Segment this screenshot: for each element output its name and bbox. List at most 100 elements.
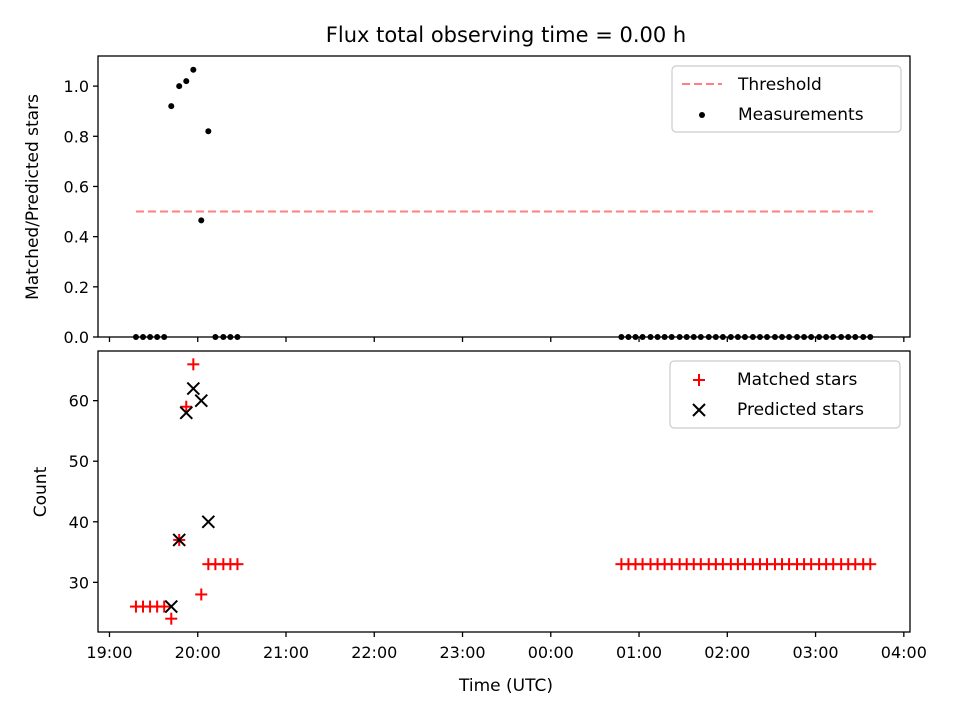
ratio-series	[132, 66, 874, 340]
count-legend: Matched stars Predicted stars	[669, 360, 901, 429]
measurements-point	[712, 334, 719, 340]
measurements-point	[183, 78, 190, 85]
measurements-point	[227, 334, 234, 340]
measurements-point	[132, 334, 139, 340]
count-y-tick-label: 50	[69, 452, 89, 471]
ratio-panel-frame	[97, 55, 911, 338]
x-tick-label: 01:00	[616, 643, 662, 662]
ratio-y-tick-label: 0.2	[64, 278, 89, 297]
measurements-point	[852, 334, 859, 340]
ratio-y-tick-label: 0.6	[64, 177, 89, 196]
matched-stars-point	[187, 358, 200, 371]
count-y-ticks: 30 40 50 60	[69, 392, 98, 592]
predicted-stars-point	[164, 599, 178, 614]
ratio-y-axis-label: Matched/Predicted stars	[23, 94, 43, 300]
ratio-y-tick-label: 0.8	[64, 127, 89, 146]
measurements-point	[705, 334, 712, 340]
x-tick-label: 19:00	[86, 643, 132, 662]
measurements-point	[154, 334, 161, 340]
legend-matched-marker	[693, 374, 705, 386]
measurements-point	[697, 334, 704, 340]
measurements-point	[676, 334, 683, 340]
measurements-point	[845, 334, 852, 340]
measurements-point	[771, 334, 778, 340]
measurements-point	[140, 334, 147, 340]
measurements-point	[786, 334, 793, 340]
legend-predicted-marker	[692, 403, 706, 417]
count-y-tick-label: 40	[69, 513, 89, 532]
measurements-point	[719, 334, 726, 340]
x-tick-label: 22:00	[351, 643, 397, 662]
measurements-point	[212, 334, 219, 340]
measurements-point	[690, 334, 697, 340]
measurements-point	[808, 334, 815, 340]
matched-stars-point	[180, 400, 193, 413]
chart-title: Flux total observing time = 0.00 h	[326, 23, 686, 47]
x-tick-label: 03:00	[793, 643, 839, 662]
x-tick-label: 20:00	[175, 643, 221, 662]
measurements-point	[764, 334, 771, 340]
ratio-x-ticks	[108, 337, 905, 342]
legend-measurements-label: Measurements	[738, 105, 864, 125]
legend-threshold-label: Threshold	[737, 75, 822, 95]
measurements-point	[625, 334, 632, 340]
measurements-point	[668, 334, 675, 340]
measurements-point	[741, 334, 748, 340]
measurements-point	[683, 334, 690, 340]
measurements-point	[823, 334, 830, 340]
x-axis-label: Time (UTC)	[458, 676, 553, 696]
count-legend-box	[669, 360, 901, 429]
x-tick-label: 02:00	[704, 643, 750, 662]
measurements-point	[756, 334, 763, 340]
matched-stars-point	[864, 558, 877, 571]
measurements-point	[749, 334, 756, 340]
measurements-point	[830, 334, 837, 340]
measurements-point	[794, 334, 801, 340]
predicted-stars-point	[201, 515, 216, 529]
measurements-point	[860, 334, 867, 340]
measurements-point	[168, 103, 175, 110]
count-panel: 30 40 50 60 19:00 20:00 21:00 22:00 23:00 00:00 0…	[31, 350, 927, 662]
x-tick-label: 23:00	[439, 643, 485, 662]
matched-stars-point	[195, 588, 208, 601]
measurements-point	[198, 217, 205, 224]
predicted-stars-point	[194, 393, 208, 408]
measurements-point	[727, 334, 734, 340]
count-y-axis-label: Count	[31, 466, 51, 517]
legend-matched-label: Matched stars	[737, 370, 857, 390]
measurements-point	[632, 334, 639, 340]
measurements-point	[801, 334, 808, 340]
measurements-point	[234, 334, 241, 340]
ratio-y-tick-label: 0.0	[64, 328, 89, 347]
x-tick-label: 04:00	[881, 643, 927, 662]
legend-predicted-label: Predicted stars	[737, 400, 864, 420]
measurements-point	[779, 334, 786, 340]
ratio-legend: Threshold Measurements	[671, 65, 902, 133]
count-y-tick-label: 30	[69, 573, 89, 592]
count-y-tick-label: 60	[69, 392, 89, 411]
predicted-stars-point	[172, 533, 186, 547]
measurements-point	[867, 334, 874, 340]
measurements-point	[647, 334, 654, 340]
measurements-point	[190, 66, 197, 73]
count-panel-frame	[97, 350, 911, 633]
measurements-point	[220, 334, 227, 340]
measurements-point	[734, 334, 741, 340]
ratio-panel: 0.0 0.2 0.4 0.6 0.8 1.0 Matched/Predicted sta…	[23, 55, 911, 347]
measurements-point	[161, 334, 168, 340]
ratio-y-tick-label: 0.4	[64, 228, 89, 247]
measurements-point	[661, 334, 668, 340]
measurements-point	[147, 334, 154, 340]
measurements-point	[618, 334, 625, 340]
predicted-stars-point	[186, 381, 201, 396]
measurements-point	[176, 83, 183, 90]
measurements-point	[654, 334, 661, 340]
matched-stars-point	[165, 612, 178, 625]
matched-stars-point	[231, 558, 244, 571]
measurements-point	[838, 334, 845, 340]
count-series	[129, 358, 877, 625]
predicted-stars-point	[179, 406, 193, 420]
matched-stars-point	[158, 600, 171, 613]
x-tick-label: 00:00	[528, 643, 574, 662]
